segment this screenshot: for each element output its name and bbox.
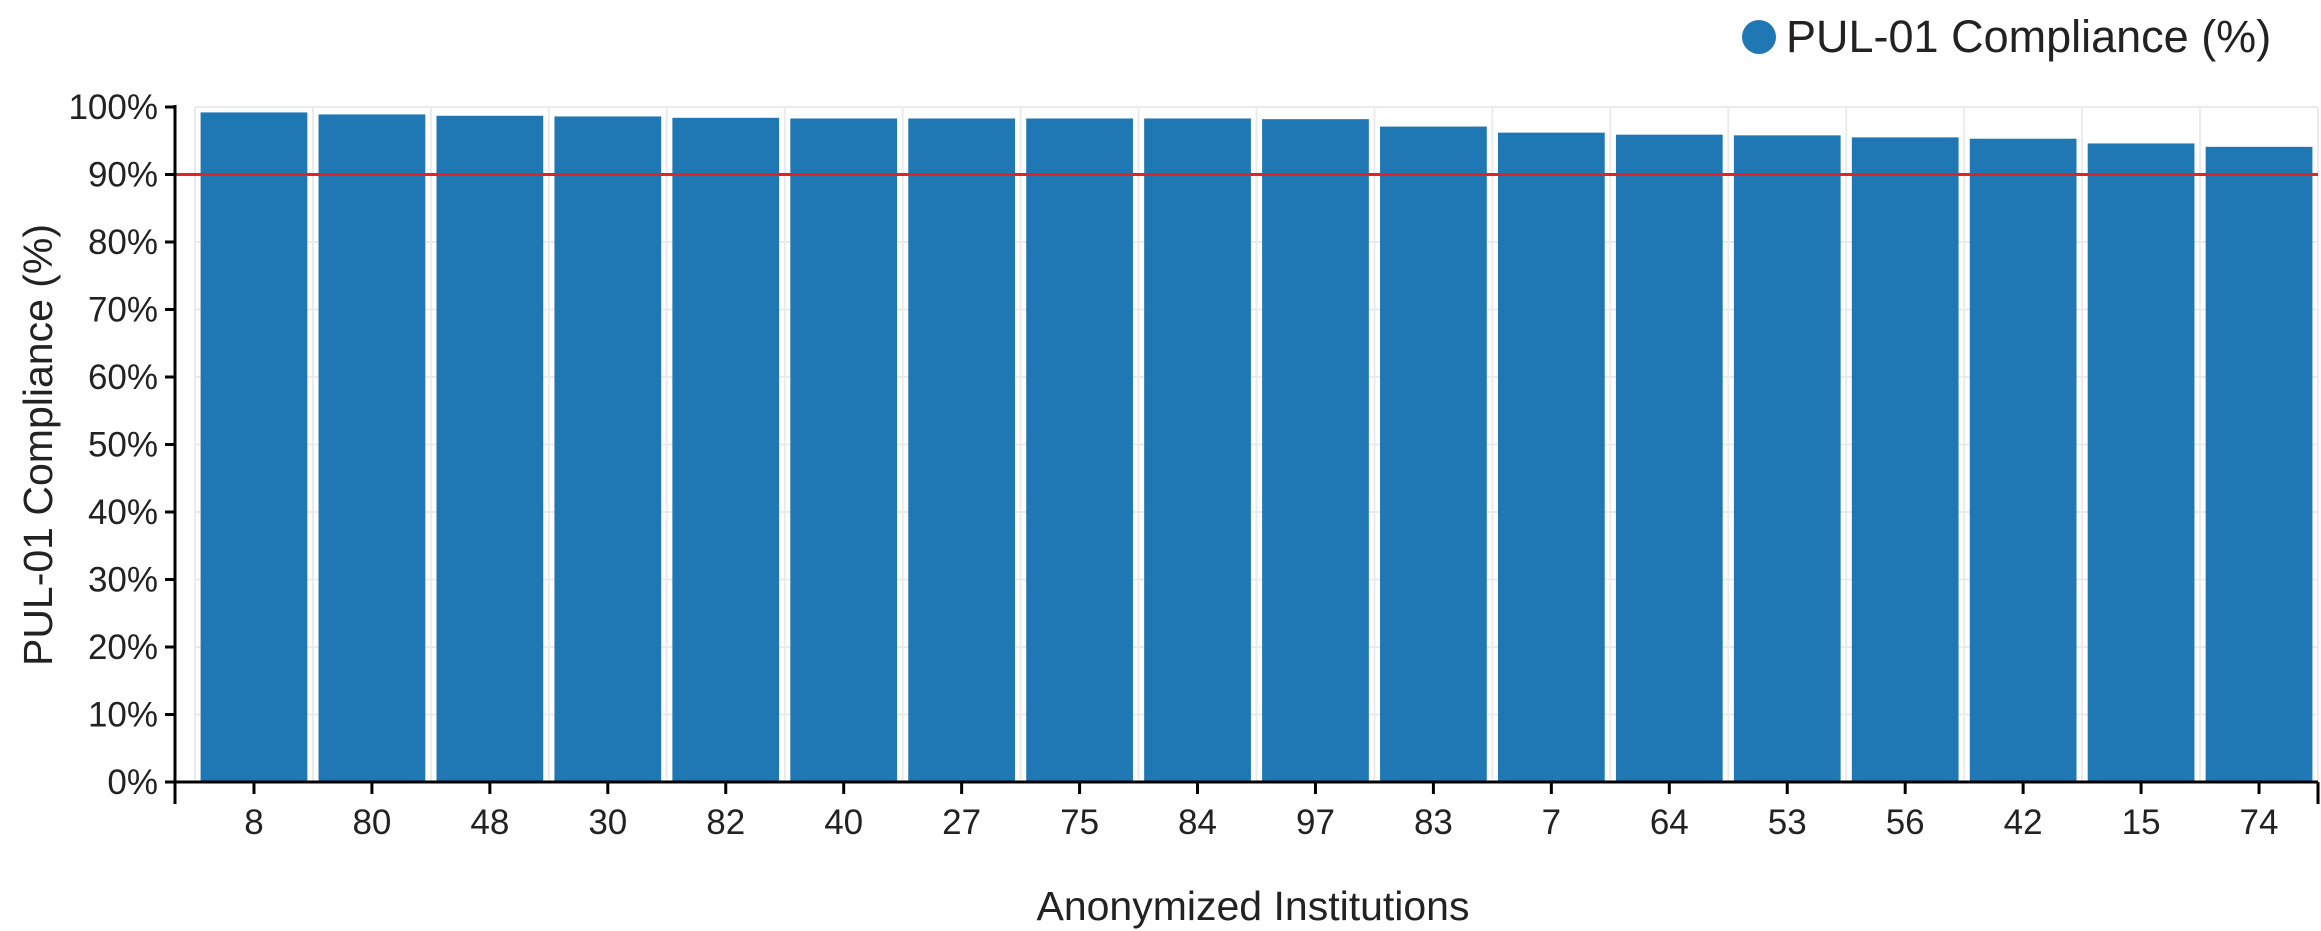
x-tick-label: 8 (244, 803, 263, 842)
x-tick-label: 15 (2122, 803, 2161, 842)
x-tick-label: 74 (2240, 803, 2279, 842)
bar-97 (1262, 119, 1369, 782)
bar-48 (436, 115, 544, 782)
bar-42 (1969, 138, 2077, 783)
x-axis-title: Anonymized Institutions (1036, 883, 1469, 929)
legend: PUL-01 Compliance (%) (1742, 11, 2271, 62)
legend-series-marker (1742, 20, 1776, 54)
y-axis-ticks: 0% 10% 20% 30% 40% 50% 60% 70% 80% 90% 100% (68, 88, 175, 802)
bar-75 (1026, 118, 1133, 783)
bar-64 (1615, 134, 1723, 783)
bar-15 (2087, 143, 2195, 782)
bar-82 (672, 117, 780, 783)
gridlines (194, 106, 2319, 783)
x-tick-label: 75 (1060, 803, 1099, 842)
bar-8 (200, 112, 308, 782)
bar-84 (1144, 118, 1251, 783)
x-tick-label: 83 (1414, 803, 1453, 842)
legend-series-label: PUL-01 Compliance (%) (1786, 11, 2271, 62)
x-axis-ticks: 8 80 48 30 82 40 27 75 84 97 83 7 64 53 56 42 15 74 (173, 782, 2320, 842)
x-tick-label: 40 (824, 803, 863, 842)
y-axis-title: PUL-01 Compliance (%) (15, 224, 61, 666)
y-tick-label: 10% (88, 696, 158, 735)
y-tick-label: 60% (88, 358, 158, 397)
bar-56 (1851, 137, 1959, 782)
x-tick-label: 97 (1296, 803, 1335, 842)
x-tick-label: 82 (706, 803, 745, 842)
y-tick-label: 0% (107, 763, 158, 802)
y-tick-label: 70% (88, 291, 158, 330)
y-tick-label: 80% (88, 223, 158, 262)
x-tick-label: 48 (470, 803, 509, 842)
y-tick-label: 30% (88, 561, 158, 600)
y-tick-label: 50% (88, 426, 158, 465)
x-tick-label: 84 (1178, 803, 1217, 842)
x-tick-label: 27 (942, 803, 981, 842)
bar-83 (1380, 126, 1487, 782)
x-tick-label: 53 (1768, 803, 1807, 842)
y-tick-label: 40% (88, 493, 158, 532)
bar-40 (790, 118, 898, 783)
bar-30 (554, 116, 662, 782)
x-tick-label: 7 (1542, 803, 1561, 842)
x-tick-label: 30 (588, 803, 627, 842)
bar-74 (2205, 146, 2313, 782)
bar-27 (908, 118, 1016, 783)
x-tick-label: 64 (1650, 803, 1689, 842)
x-tick-label: 80 (352, 803, 391, 842)
x-tick-label: 56 (1886, 803, 1925, 842)
y-tick-label: 90% (88, 156, 158, 195)
bar-7 (1497, 132, 1605, 782)
x-tick-label: 42 (2004, 803, 2043, 842)
bar-80 (318, 114, 426, 783)
y-tick-label: 20% (88, 628, 158, 667)
bars (200, 112, 2313, 783)
y-tick-label: 100% (68, 88, 158, 127)
bar-53 (1733, 135, 1841, 783)
